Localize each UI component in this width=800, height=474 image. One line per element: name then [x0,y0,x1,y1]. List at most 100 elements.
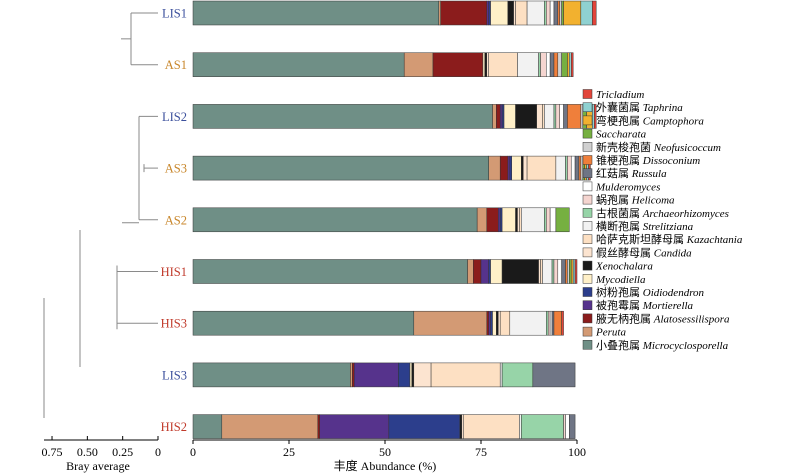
legend-label: 外囊菌属 Taphrina [596,100,683,114]
legend-swatch [582,260,593,271]
legend-item: 弯梗孢属 Camptophora [582,113,705,127]
bar-segment [432,52,484,77]
legend-item: 古根菌属 Archaeorhizomyces [582,206,729,220]
bar-segment [317,414,320,439]
legend-item: 新壳梭孢菌 Neofusicoccum [582,140,721,154]
legend-label-latin: Candida [654,247,692,259]
legend-item: 假丝酵母属 Candida [582,245,692,259]
legend-item: 蜗孢属 Helicoma [582,194,675,207]
bar-segment [526,155,557,181]
bar-segment [499,207,503,233]
legend-swatch [582,274,593,284]
bar-segment [192,52,405,77]
bar-segment [473,259,482,284]
bar-segment [192,104,493,129]
legend-label-latin: Mortierella [642,300,694,312]
dendrogram-tick-label: 0.50 [77,445,98,459]
bar-segment [515,104,537,129]
bar-segment [580,104,584,129]
bar-segment [486,207,499,233]
bar-segment [192,155,489,181]
bar-segment [567,259,570,284]
sample-label: LIS3 [162,368,187,382]
bar-segment [526,0,545,26]
bar-row [192,414,576,439]
legend-label: Xenochalara [595,261,653,273]
legend-label: 红菇属 Russula [596,166,667,180]
bar-segment [580,155,584,181]
bar-segment [570,259,574,284]
legend-item: Xenochalara [582,260,653,273]
legend-label-cn: 古根菌属 [596,206,643,220]
legend-item: Mycodiella [582,274,646,286]
bar-segment [555,155,566,181]
bar-segment [561,52,568,77]
bar-segment [553,0,559,26]
legend-label-cn: 树粉孢属 [596,285,643,299]
bar-segment [192,414,223,439]
legend-label-latin: Kazachtania [686,234,743,246]
bar-segment [592,0,597,26]
legend-item: Mulderomyces [582,181,660,193]
bar-segment [517,207,520,233]
bar-segment [496,310,499,336]
legend-label-cn: 红菇属 [596,166,632,180]
bar-segment [570,155,576,181]
bar-segment [511,155,522,181]
bar-segment [563,414,566,439]
x-tick-label: 100 [568,445,586,459]
bar-segment [438,0,441,26]
legend-swatch [582,128,593,139]
bar-segment [555,104,560,129]
bar-segment [492,310,497,336]
bar-segment [509,155,512,181]
bar-segment [496,104,501,129]
bar-segment [509,310,547,336]
bar-segment [192,259,468,284]
legend-swatch [582,181,593,192]
legend-label-cn: 小叠孢属 [596,339,643,352]
sample-label: HIS2 [161,420,187,434]
bar-segment [488,259,491,284]
legend-label-latin: Russula [631,168,667,180]
sample-label: AS2 [165,213,187,227]
legend-label: Peruta [595,327,626,339]
bar-segment [544,104,555,129]
x-axis: 0 25 50 75 100 丰度 Abundance (%) [190,439,586,473]
bar-segment [503,104,516,129]
bar-segment [484,52,488,77]
bar-segment [513,0,516,26]
bar-segment [567,155,572,181]
bars [192,0,597,439]
bar-row [192,310,564,336]
legend-label: 腋无柄孢属 Alatosessilispora [596,311,730,325]
bar-segment [565,259,568,284]
legend-label-cn: 弯梗孢属 [596,113,643,127]
bar-segment [515,207,518,233]
legend-swatch [582,155,593,165]
bar-row [192,52,574,77]
bar-segment [519,414,522,439]
legend-item: 横断孢属 Strelitziana [582,219,694,233]
bar-segment [501,104,505,129]
bar-segment [540,259,543,284]
bar-segment [221,414,319,439]
bar-row [192,104,597,129]
bar-segment [517,52,539,77]
bar-segment [490,0,509,26]
bar-segment [413,362,432,388]
bar-segment [501,207,516,233]
bar-segment [538,259,541,284]
legend-label-latin: Peruta [595,327,626,339]
legend-label-latin: Oidiodendron [643,287,705,299]
bar-segment [519,207,522,233]
bar-segment [574,259,578,284]
legend-label-latin: Alatosessilispora [653,313,730,325]
bar-segment [546,52,551,77]
bar-segment [440,0,488,26]
legend-label-latin: Camptophora [643,115,705,127]
legend-item: 小叠孢属 Microcyclosporella [582,339,729,352]
bar-segment [486,0,489,26]
